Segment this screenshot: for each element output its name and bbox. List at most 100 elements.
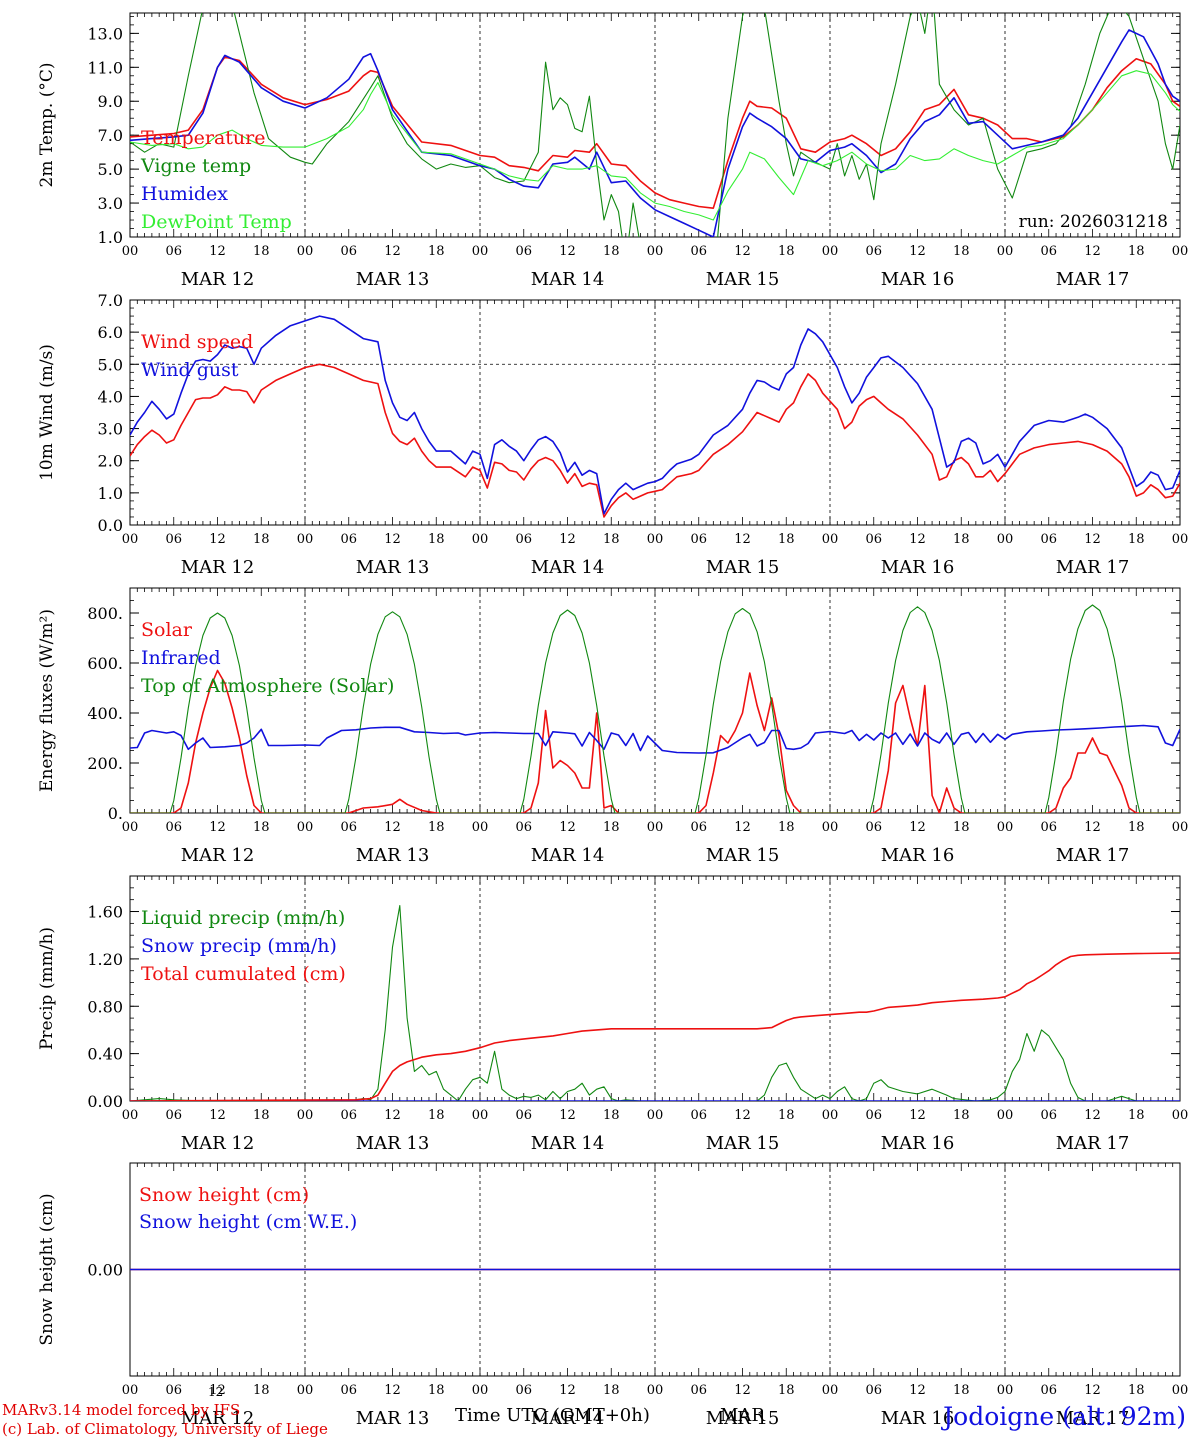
x-tick-label: 12 (384, 820, 401, 835)
legend-entry-solar: Solar (141, 619, 193, 641)
x-tick-label: 12 (209, 820, 226, 835)
x-tick-label: 06 (1040, 820, 1057, 835)
x-tick-label: 00 (122, 244, 139, 259)
series-group (130, 905, 1180, 1101)
x-tick-label: 12 (209, 1383, 226, 1398)
y-tick-label: 0.00 (87, 1092, 123, 1111)
x-tick-label: 00 (297, 532, 314, 547)
x-tick-label: 18 (953, 1383, 970, 1398)
series-group (130, 315, 1180, 518)
x-tick-label: 18 (778, 1383, 795, 1398)
x-tick-label: 06 (340, 244, 357, 259)
y-tick-label: 3.0 (98, 420, 123, 439)
x-tick-label: 00 (822, 1383, 839, 1398)
x-tick-label: 12 (909, 532, 926, 547)
x-tick-label: 18 (1128, 532, 1145, 547)
x-day-label: MAR 15 (706, 557, 780, 578)
x-tick-label: 00 (297, 1108, 314, 1123)
x-tick-label: 00 (122, 1383, 139, 1398)
x-tick-label: 06 (1040, 244, 1057, 259)
x-tick-label: 18 (603, 1108, 620, 1123)
x-tick-label: 18 (778, 820, 795, 835)
x-tick-label: 12 (559, 820, 576, 835)
x-tick-label: 00 (647, 532, 664, 547)
y-tick-label: 3.0 (98, 194, 123, 213)
x-tick-label: 06 (165, 244, 182, 259)
x-day-label: MAR 15 (706, 269, 780, 290)
x-tick-label: 06 (865, 1383, 882, 1398)
x-day-label: MAR 16 (881, 557, 955, 578)
x-tick-label: 18 (428, 244, 445, 259)
x-tick-label: 00 (997, 1108, 1014, 1123)
legend-entry-wind-speed: Wind speed (141, 331, 253, 353)
y-axis-label: Precip (mm/h) (37, 927, 57, 1050)
series-line-infrared (130, 724, 1180, 754)
x-tick-label: 06 (515, 244, 532, 259)
x-tick-label: 00 (822, 1108, 839, 1123)
x-day-label: MAR 14 (531, 1133, 605, 1154)
x-tick-label: 00 (997, 820, 1014, 835)
station-title: Jodoigne (alt. 92m) (943, 1402, 1186, 1431)
x-tick-label: 12 (1084, 532, 1101, 547)
x-tick-label: 06 (515, 1383, 532, 1398)
run-annotation: run: 2026031218 (1019, 212, 1168, 232)
x-tick-label: 06 (865, 820, 882, 835)
series-group (130, 13, 1180, 237)
x-day-label: MAR 13 (356, 1133, 430, 1154)
x-tick-label: 18 (953, 244, 970, 259)
y-tick-label: 1.60 (87, 903, 123, 922)
x-day-label: MAR 16 (881, 845, 955, 866)
y-tick-label: 5.0 (98, 160, 123, 179)
x-tick-label: 18 (1128, 1383, 1145, 1398)
y-axis-label: 2m Temp. (°C) (37, 62, 57, 187)
legend-entry-snow-precip-mm-h: Snow precip (mm/h) (141, 935, 337, 957)
plot-frame (129, 587, 1181, 814)
x-tick-label: 18 (1128, 244, 1145, 259)
model-credit: MARv3.14 model forced by IFS (2, 1401, 241, 1419)
x-tick-label: 12 (909, 244, 926, 259)
x-tick-label: 12 (734, 1383, 751, 1398)
legend-entry-liquid-precip-mm-h: Liquid precip (mm/h) (141, 907, 345, 929)
legend-entry-snow-height-cm: Snow height (cm) (139, 1184, 309, 1206)
x-day-label: MAR 17 (1056, 845, 1130, 866)
time-axis-title: Time UTC (GMT+0h) (455, 1405, 650, 1426)
x-tick-label: 18 (603, 820, 620, 835)
series-line-solar (130, 669, 1180, 813)
x-day-label: MAR 16 (881, 1133, 955, 1154)
x-day-label: MAR 15 (706, 1133, 780, 1154)
y-tick-label: 0.00 (87, 1261, 123, 1280)
x-tick-label: 18 (953, 1108, 970, 1123)
panel-snow: 00 06 12 18 00 06 12 18 00 06 12 18 00 06 12 18 00 06 12 18… (37, 1162, 1188, 1429)
x-tick-label: 00 (647, 820, 664, 835)
series-line-liquid-precip-mm-h (130, 905, 1180, 1101)
x-tick-label: 12 (734, 820, 751, 835)
axis-superscript: 12 (208, 1385, 224, 1399)
x-tick-label: 00 (297, 1383, 314, 1398)
x-tick-label: 18 (428, 532, 445, 547)
legend-entry-temperature: Temperature (141, 127, 265, 149)
y-tick-label: 4.0 (98, 387, 123, 406)
x-tick-label: 06 (1040, 1108, 1057, 1123)
y-tick-label: 1.0 (98, 228, 123, 247)
y-tick-label: 0.40 (87, 1045, 123, 1064)
x-tick-label: 06 (690, 820, 707, 835)
panel-temp: 00 06 12 18 00 06 12 18 00 06 12 18 00 06 12 18 00 06 12 18… (37, 12, 1188, 290)
x-tick-label: 12 (209, 1108, 226, 1123)
series-group (130, 604, 1180, 813)
y-tick-label: 0.0 (98, 516, 123, 535)
x-tick-label: 00 (822, 244, 839, 259)
x-tick-label: 12 (909, 1108, 926, 1123)
x-day-label: MAR 17 (1056, 1133, 1130, 1154)
x-tick-label: 06 (865, 244, 882, 259)
y-tick-label: 400. (87, 704, 123, 723)
x-day-label: MAR 15 (706, 845, 780, 866)
x-tick-label: 00 (1172, 820, 1189, 835)
x-tick-label: 00 (647, 244, 664, 259)
x-tick-label: 18 (428, 820, 445, 835)
x-tick-label: 12 (559, 1108, 576, 1123)
x-tick-label: 18 (253, 1108, 270, 1123)
x-day-label: MAR 16 (881, 269, 955, 290)
x-day-label: MAR 12 (181, 845, 255, 866)
y-tick-label: 1.0 (98, 484, 123, 503)
